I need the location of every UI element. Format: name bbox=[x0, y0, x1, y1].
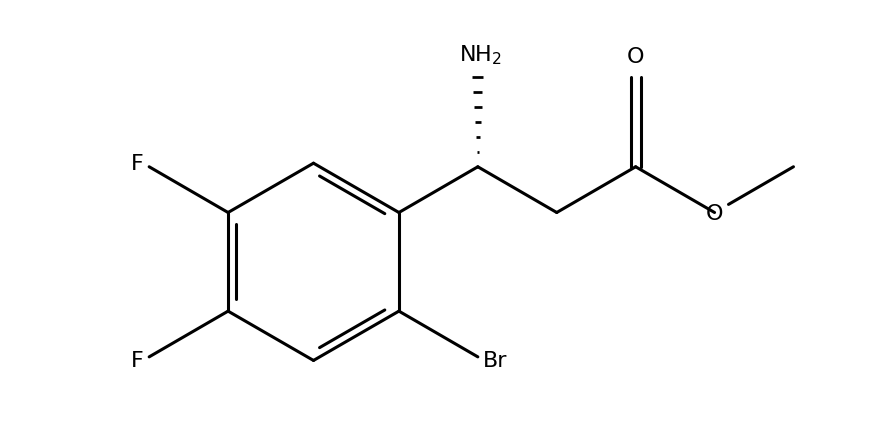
Text: NH$_2$: NH$_2$ bbox=[459, 43, 502, 67]
Text: O: O bbox=[627, 47, 644, 67]
Text: F: F bbox=[131, 351, 143, 371]
Text: Br: Br bbox=[483, 351, 508, 371]
Text: F: F bbox=[131, 154, 143, 174]
Text: O: O bbox=[706, 203, 723, 223]
